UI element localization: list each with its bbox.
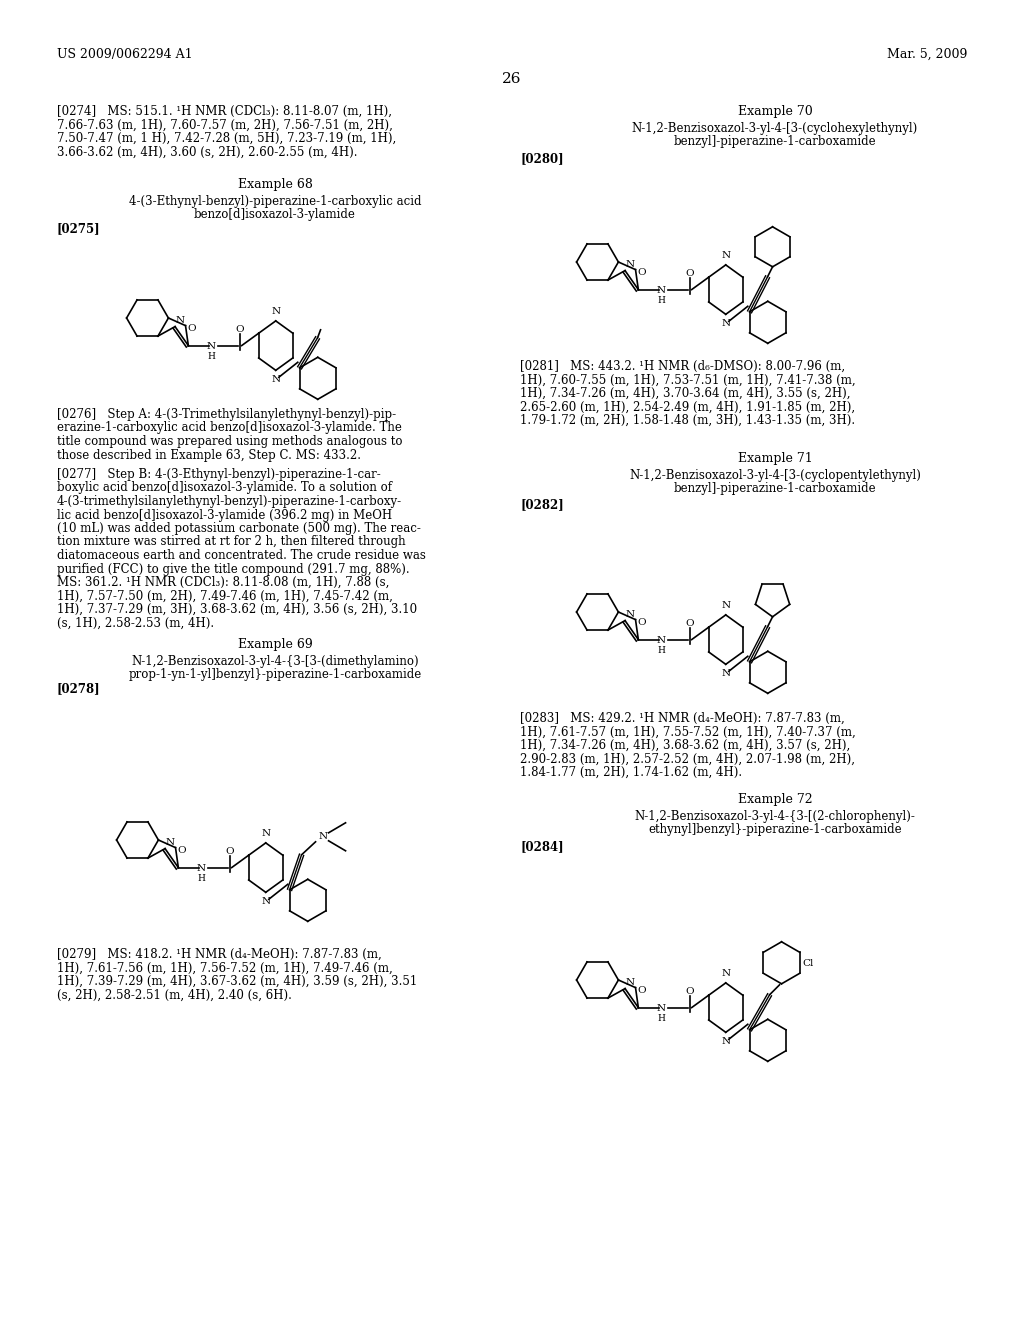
Text: [0281]   MS: 443.2. ¹H NMR (d₆-DMSO): 8.00-7.96 (m,: [0281] MS: 443.2. ¹H NMR (d₆-DMSO): 8.00…: [520, 360, 845, 374]
Text: O: O: [685, 619, 694, 628]
Text: H: H: [197, 874, 205, 883]
Text: benzyl]-piperazine-1-carboxamide: benzyl]-piperazine-1-carboxamide: [674, 482, 877, 495]
Text: 26: 26: [502, 73, 522, 86]
Text: [0275]: [0275]: [57, 222, 100, 235]
Text: [0280]: [0280]: [520, 152, 563, 165]
Text: N: N: [721, 251, 730, 260]
Text: O: O: [637, 268, 646, 277]
Text: O: O: [177, 846, 185, 855]
Text: [0283]   MS: 429.2. ¹H NMR (d₄-MeOH): 7.87-7.83 (m,: [0283] MS: 429.2. ¹H NMR (d₄-MeOH): 7.87…: [520, 711, 845, 725]
Text: O: O: [225, 847, 233, 857]
Text: 4-(3-trimethylsilanylethynyl-benzyl)-piperazine-1-carboxy-: 4-(3-trimethylsilanylethynyl-benzyl)-pip…: [57, 495, 402, 508]
Text: title compound was prepared using methods analogous to: title compound was prepared using method…: [57, 436, 402, 447]
Text: 2.90-2.83 (m, 1H), 2.57-2.52 (m, 4H), 2.07-1.98 (m, 2H),: 2.90-2.83 (m, 1H), 2.57-2.52 (m, 4H), 2.…: [520, 752, 855, 766]
Text: 4-(3-Ethynyl-benzyl)-piperazine-1-carboxylic acid: 4-(3-Ethynyl-benzyl)-piperazine-1-carbox…: [129, 195, 421, 209]
Text: N: N: [656, 636, 666, 645]
Text: Cl: Cl: [802, 958, 813, 968]
Text: N: N: [721, 601, 730, 610]
Text: N: N: [721, 969, 730, 978]
Text: N: N: [721, 669, 730, 678]
Text: N: N: [207, 342, 215, 351]
Text: N: N: [271, 375, 281, 384]
Text: N: N: [721, 319, 730, 329]
Text: 1H), 7.39-7.29 (m, 4H), 3.67-3.62 (m, 4H), 3.59 (s, 2H), 3.51: 1H), 7.39-7.29 (m, 4H), 3.67-3.62 (m, 4H…: [57, 975, 417, 987]
Text: N: N: [261, 898, 270, 907]
Text: ethynyl]benzyl}-piperazine-1-carboxamide: ethynyl]benzyl}-piperazine-1-carboxamide: [648, 822, 902, 836]
Text: O: O: [236, 325, 244, 334]
Text: H: H: [657, 296, 665, 305]
Text: (s, 1H), 2.58-2.53 (m, 4H).: (s, 1H), 2.58-2.53 (m, 4H).: [57, 616, 214, 630]
Text: purified (FCC) to give the title compound (291.7 mg, 88%).: purified (FCC) to give the title compoun…: [57, 562, 410, 576]
Text: [0284]: [0284]: [520, 840, 563, 853]
Text: H: H: [207, 352, 215, 362]
Text: O: O: [637, 986, 646, 995]
Text: (s, 2H), 2.58-2.51 (m, 4H), 2.40 (s, 6H).: (s, 2H), 2.58-2.51 (m, 4H), 2.40 (s, 6H)…: [57, 989, 292, 1002]
Text: lic acid benzo[d]isoxazol-3-ylamide (396.2 mg) in MeOH: lic acid benzo[d]isoxazol-3-ylamide (396…: [57, 508, 392, 521]
Text: 1.79-1.72 (m, 2H), 1.58-1.48 (m, 3H), 1.43-1.35 (m, 3H).: 1.79-1.72 (m, 2H), 1.58-1.48 (m, 3H), 1.…: [520, 414, 855, 426]
Text: Example 69: Example 69: [238, 638, 312, 651]
Text: 1H), 7.61-7.56 (m, 1H), 7.56-7.52 (m, 1H), 7.49-7.46 (m,: 1H), 7.61-7.56 (m, 1H), 7.56-7.52 (m, 1H…: [57, 961, 393, 974]
Text: N: N: [271, 306, 281, 315]
Text: H: H: [657, 645, 665, 655]
Text: boxylic acid benzo[d]isoxazol-3-ylamide. To a solution of: boxylic acid benzo[d]isoxazol-3-ylamide.…: [57, 482, 392, 495]
Text: N: N: [626, 978, 635, 987]
Text: 7.66-7.63 (m, 1H), 7.60-7.57 (m, 2H), 7.56-7.51 (m, 2H),: 7.66-7.63 (m, 1H), 7.60-7.57 (m, 2H), 7.…: [57, 119, 393, 132]
Text: 1H), 7.37-7.29 (m, 3H), 3.68-3.62 (m, 4H), 3.56 (s, 2H), 3.10: 1H), 7.37-7.29 (m, 3H), 3.68-3.62 (m, 4H…: [57, 603, 417, 616]
Text: [0279]   MS: 418.2. ¹H NMR (d₄-MeOH): 7.87-7.83 (m,: [0279] MS: 418.2. ¹H NMR (d₄-MeOH): 7.87…: [57, 948, 382, 961]
Text: N-1,2-Benzisoxazol-3-yl-4-[3-(cyclopentylethynyl): N-1,2-Benzisoxazol-3-yl-4-[3-(cyclopenty…: [629, 469, 921, 482]
Text: tion mixture was stirred at rt for 2 h, then filtered through: tion mixture was stirred at rt for 2 h, …: [57, 536, 406, 549]
Text: [0274]   MS: 515.1. ¹H NMR (CDCl₃): 8.11-8.07 (m, 1H),: [0274] MS: 515.1. ¹H NMR (CDCl₃): 8.11-8…: [57, 106, 392, 117]
Text: benzo[d]isoxazol-3-ylamide: benzo[d]isoxazol-3-ylamide: [195, 209, 356, 220]
Text: Example 71: Example 71: [737, 451, 812, 465]
Text: O: O: [685, 269, 694, 279]
Text: 3.66-3.62 (m, 4H), 3.60 (s, 2H), 2.60-2.55 (m, 4H).: 3.66-3.62 (m, 4H), 3.60 (s, 2H), 2.60-2.…: [57, 145, 357, 158]
Text: N-1,2-Benzisoxazol-3-yl-4-[3-(cyclohexylethynyl): N-1,2-Benzisoxazol-3-yl-4-[3-(cyclohexyl…: [632, 121, 919, 135]
Text: 1H), 7.57-7.50 (m, 2H), 7.49-7.46 (m, 1H), 7.45-7.42 (m,: 1H), 7.57-7.50 (m, 2H), 7.49-7.46 (m, 1H…: [57, 590, 393, 602]
Text: N: N: [166, 838, 175, 847]
Text: 1.84-1.77 (m, 2H), 1.74-1.62 (m, 4H).: 1.84-1.77 (m, 2H), 1.74-1.62 (m, 4H).: [520, 766, 742, 779]
Text: diatomaceous earth and concentrated. The crude residue was: diatomaceous earth and concentrated. The…: [57, 549, 426, 562]
Text: MS: 361.2. ¹H NMR (CDCl₃): 8.11-8.08 (m, 1H), 7.88 (s,: MS: 361.2. ¹H NMR (CDCl₃): 8.11-8.08 (m,…: [57, 576, 389, 589]
Text: 1H), 7.34-7.26 (m, 4H), 3.68-3.62 (m, 4H), 3.57 (s, 2H),: 1H), 7.34-7.26 (m, 4H), 3.68-3.62 (m, 4H…: [520, 739, 850, 752]
Text: 1H), 7.61-7.57 (m, 1H), 7.55-7.52 (m, 1H), 7.40-7.37 (m,: 1H), 7.61-7.57 (m, 1H), 7.55-7.52 (m, 1H…: [520, 726, 856, 738]
Text: O: O: [637, 618, 646, 627]
Text: O: O: [187, 325, 196, 333]
Text: N: N: [261, 829, 270, 838]
Text: [0276]   Step A: 4-(3-Trimethylsilanylethynyl-benzyl)-pip-: [0276] Step A: 4-(3-Trimethylsilanylethy…: [57, 408, 396, 421]
Text: Example 68: Example 68: [238, 178, 312, 191]
Text: [0278]: [0278]: [57, 682, 100, 696]
Text: N: N: [626, 610, 635, 619]
Text: Example 72: Example 72: [737, 793, 812, 807]
Text: N: N: [656, 286, 666, 296]
Text: N: N: [656, 1005, 666, 1012]
Text: N: N: [626, 260, 635, 269]
Text: N-1,2-Benzisoxazol-3-yl-4-{3-[(2-chlorophenyl)-: N-1,2-Benzisoxazol-3-yl-4-{3-[(2-chlorop…: [635, 810, 915, 822]
Text: benzyl]-piperazine-1-carboxamide: benzyl]-piperazine-1-carboxamide: [674, 135, 877, 148]
Text: O: O: [685, 987, 694, 997]
Text: Mar. 5, 2009: Mar. 5, 2009: [887, 48, 967, 61]
Text: 1H), 7.34-7.26 (m, 4H), 3.70-3.64 (m, 4H), 3.55 (s, 2H),: 1H), 7.34-7.26 (m, 4H), 3.70-3.64 (m, 4H…: [520, 387, 851, 400]
Text: [0282]: [0282]: [520, 498, 564, 511]
Text: erazine-1-carboxylic acid benzo[d]isoxazol-3-ylamide. The: erazine-1-carboxylic acid benzo[d]isoxaz…: [57, 421, 401, 434]
Text: those described in Example 63, Step C. MS: 433.2.: those described in Example 63, Step C. M…: [57, 449, 361, 462]
Text: N: N: [175, 315, 184, 325]
Text: N: N: [197, 865, 206, 873]
Text: prop-1-yn-1-yl]benzyl}-piperazine-1-carboxamide: prop-1-yn-1-yl]benzyl}-piperazine-1-carb…: [128, 668, 422, 681]
Text: US 2009/0062294 A1: US 2009/0062294 A1: [57, 48, 193, 61]
Text: 2.65-2.60 (m, 1H), 2.54-2.49 (m, 4H), 1.91-1.85 (m, 2H),: 2.65-2.60 (m, 1H), 2.54-2.49 (m, 4H), 1.…: [520, 400, 855, 413]
Text: N: N: [721, 1038, 730, 1047]
Text: H: H: [657, 1014, 665, 1023]
Text: Example 70: Example 70: [737, 106, 812, 117]
Text: 1H), 7.60-7.55 (m, 1H), 7.53-7.51 (m, 1H), 7.41-7.38 (m,: 1H), 7.60-7.55 (m, 1H), 7.53-7.51 (m, 1H…: [520, 374, 856, 387]
Text: N-1,2-Benzisoxazol-3-yl-4-{3-[3-(dimethylamino): N-1,2-Benzisoxazol-3-yl-4-{3-[3-(dimethy…: [131, 655, 419, 668]
Text: (10 mL) was added potassium carbonate (500 mg). The reac-: (10 mL) was added potassium carbonate (5…: [57, 521, 421, 535]
Text: 7.50-7.47 (m, 1 H), 7.42-7.28 (m, 5H), 7.23-7.19 (m, 1H),: 7.50-7.47 (m, 1 H), 7.42-7.28 (m, 5H), 7…: [57, 132, 396, 145]
Text: N: N: [319, 833, 328, 841]
Text: [0277]   Step B: 4-(3-Ethynyl-benzyl)-piperazine-1-car-: [0277] Step B: 4-(3-Ethynyl-benzyl)-pipe…: [57, 469, 381, 480]
